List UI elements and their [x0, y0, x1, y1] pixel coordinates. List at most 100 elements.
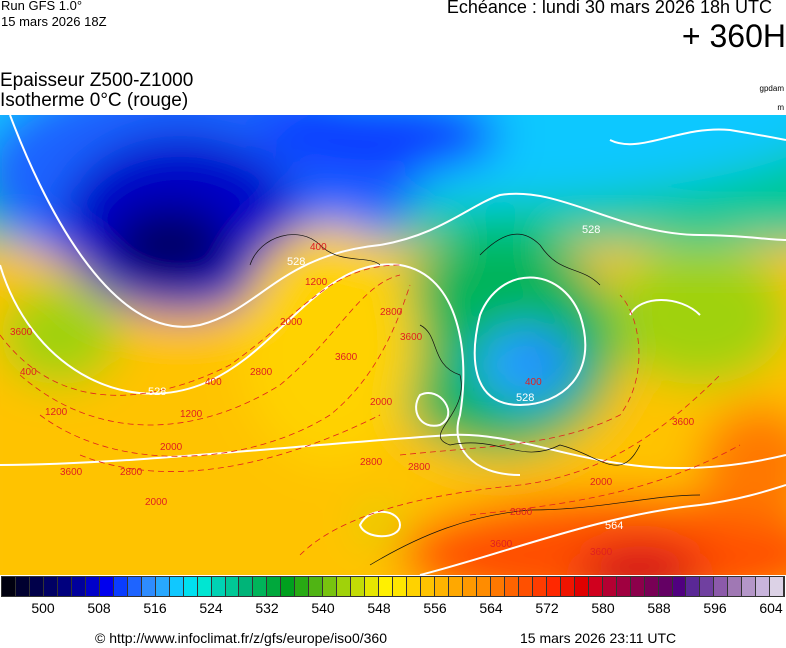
contour-label: 528 — [287, 256, 305, 268]
isotherm-contours — [0, 264, 741, 556]
isotherm-label: 3600 — [10, 327, 33, 338]
thickness-contours — [0, 115, 786, 575]
colorbar-swatch — [337, 577, 352, 596]
colorbar-swatch — [85, 577, 100, 596]
thickness-field — [0, 115, 786, 575]
colorbar-swatch — [267, 577, 282, 596]
title-thickness: Epaisseur Z500-Z1000 — [0, 70, 194, 91]
isotherm-label: 400 — [20, 367, 37, 378]
colorbar-swatch — [183, 577, 198, 596]
lead-time: + 360H — [681, 18, 786, 54]
contour-label: 528 — [148, 386, 166, 398]
colorbar-tick: 524 — [199, 600, 223, 616]
colorbar-swatch — [239, 577, 254, 596]
colorbar-tick: 508 — [87, 600, 111, 616]
colorbar-swatch — [295, 577, 310, 596]
colorbar-swatch — [421, 577, 436, 596]
isotherm-label: 2800 — [510, 507, 533, 518]
unit-gpdam: gpdam — [759, 84, 784, 93]
colorbar-swatch — [728, 577, 743, 596]
contour-label: 528 — [516, 392, 534, 404]
colorbar-swatch — [113, 577, 128, 596]
isotherm-label: 2800 — [120, 467, 143, 478]
colorbar-tick: 580 — [591, 600, 615, 616]
isotherm-label: 2000 — [145, 497, 168, 508]
valid-time: Echéance : lundi 30 mars 2026 18h UTC — [446, 0, 772, 17]
colorbar-swatch — [253, 577, 268, 596]
colorbar-swatch — [225, 577, 240, 596]
isotherm-label: 2000 — [160, 442, 183, 453]
colorbar-swatch — [15, 577, 30, 596]
colorbar-tick: 548 — [367, 600, 391, 616]
isotherm-label: 3600 — [335, 352, 358, 363]
isotherm-label: 1200 — [180, 409, 203, 420]
colorbar-swatch — [658, 577, 673, 596]
colorbar-swatch — [672, 577, 687, 596]
colorbar-swatch — [351, 577, 366, 596]
map-title: Epaisseur Z500-Z1000 Isotherme 0°C (roug… — [0, 71, 193, 111]
colorbar-swatch — [574, 577, 589, 596]
colorbar-swatch — [281, 577, 296, 596]
colorbar-swatch — [560, 577, 575, 596]
colorbar-swatch — [211, 577, 226, 596]
isotherm-label: 400 — [205, 377, 222, 388]
colorbar-swatch — [365, 577, 380, 596]
contour-label: 528 — [582, 224, 600, 236]
colorbar-swatch — [602, 577, 617, 596]
colorbar-swatch — [742, 577, 757, 596]
title-isotherm: Isotherme 0°C (rouge) — [0, 90, 189, 111]
colorbar-tick: 604 — [759, 600, 783, 616]
colorbar-swatch — [57, 577, 72, 596]
colorbar-swatch — [770, 577, 785, 596]
colorbar-swatch — [490, 577, 505, 596]
colorbar-swatch — [616, 577, 631, 596]
isotherm-label: 2000 — [370, 397, 393, 408]
contour-label: 564 — [605, 520, 623, 532]
colorbar-swatch — [71, 577, 86, 596]
colorbar-swatch — [504, 577, 519, 596]
colorbar-swatch — [644, 577, 659, 596]
colorbar-tick: 556 — [423, 600, 447, 616]
colorbar-tick: 596 — [703, 600, 727, 616]
colorbar-swatch — [2, 577, 16, 596]
colorbar-swatch — [197, 577, 212, 596]
colorbar-swatch — [476, 577, 491, 596]
isotherm-label: 400 — [525, 377, 542, 388]
colorbar-tick: 532 — [255, 600, 279, 616]
thickness-labels: 528 528 528 528 564 — [148, 224, 623, 532]
colorbar-swatch — [379, 577, 394, 596]
colorbar-swatch — [686, 577, 701, 596]
isotherm-label: 3600 — [490, 539, 513, 550]
colorbar-swatch — [756, 577, 771, 596]
colorbar-swatch — [546, 577, 561, 596]
run-info: Run GFS 1.0° 15 mars 2026 18Z — [1, 0, 107, 30]
colorbar-swatch — [518, 577, 533, 596]
isotherm-label: 2000 — [590, 477, 613, 488]
isotherm-label: 400 — [310, 242, 327, 253]
thickness-map: 528 528 528 528 564 400 1200 2000 2800 3600 4… — [0, 115, 786, 575]
colorbar — [1, 576, 785, 597]
colorbar-swatch — [99, 577, 114, 596]
colorbar-swatch — [532, 577, 547, 596]
isotherm-labels: 400 1200 2000 2800 3600 400 1200 2000 2800 3600 20… — [10, 242, 695, 558]
colorbar-tick: 540 — [311, 600, 335, 616]
colorbar-swatch — [449, 577, 463, 596]
colorbar-swatch — [588, 577, 603, 596]
colorbar-tick: 588 — [647, 600, 671, 616]
colorbar-swatch — [169, 577, 184, 596]
isotherm-label: 2800 — [380, 307, 403, 318]
run-date: 15 mars 2026 18Z — [1, 14, 107, 29]
run-model: Run GFS 1.0° — [1, 0, 83, 13]
colorbar-swatch — [127, 577, 142, 596]
isotherm-label: 3600 — [590, 547, 613, 558]
isotherm-label: 2800 — [250, 367, 273, 378]
colorbar-swatch — [462, 577, 477, 596]
coastlines — [249, 233, 701, 566]
colorbar-tick: 564 — [479, 600, 503, 616]
colorbar-tick: 500 — [31, 600, 55, 616]
isotherm-label: 3600 — [672, 417, 695, 428]
unit-m: m — [777, 103, 784, 112]
colorbar-swatch — [630, 577, 645, 596]
colorbar-swatch — [393, 577, 408, 596]
